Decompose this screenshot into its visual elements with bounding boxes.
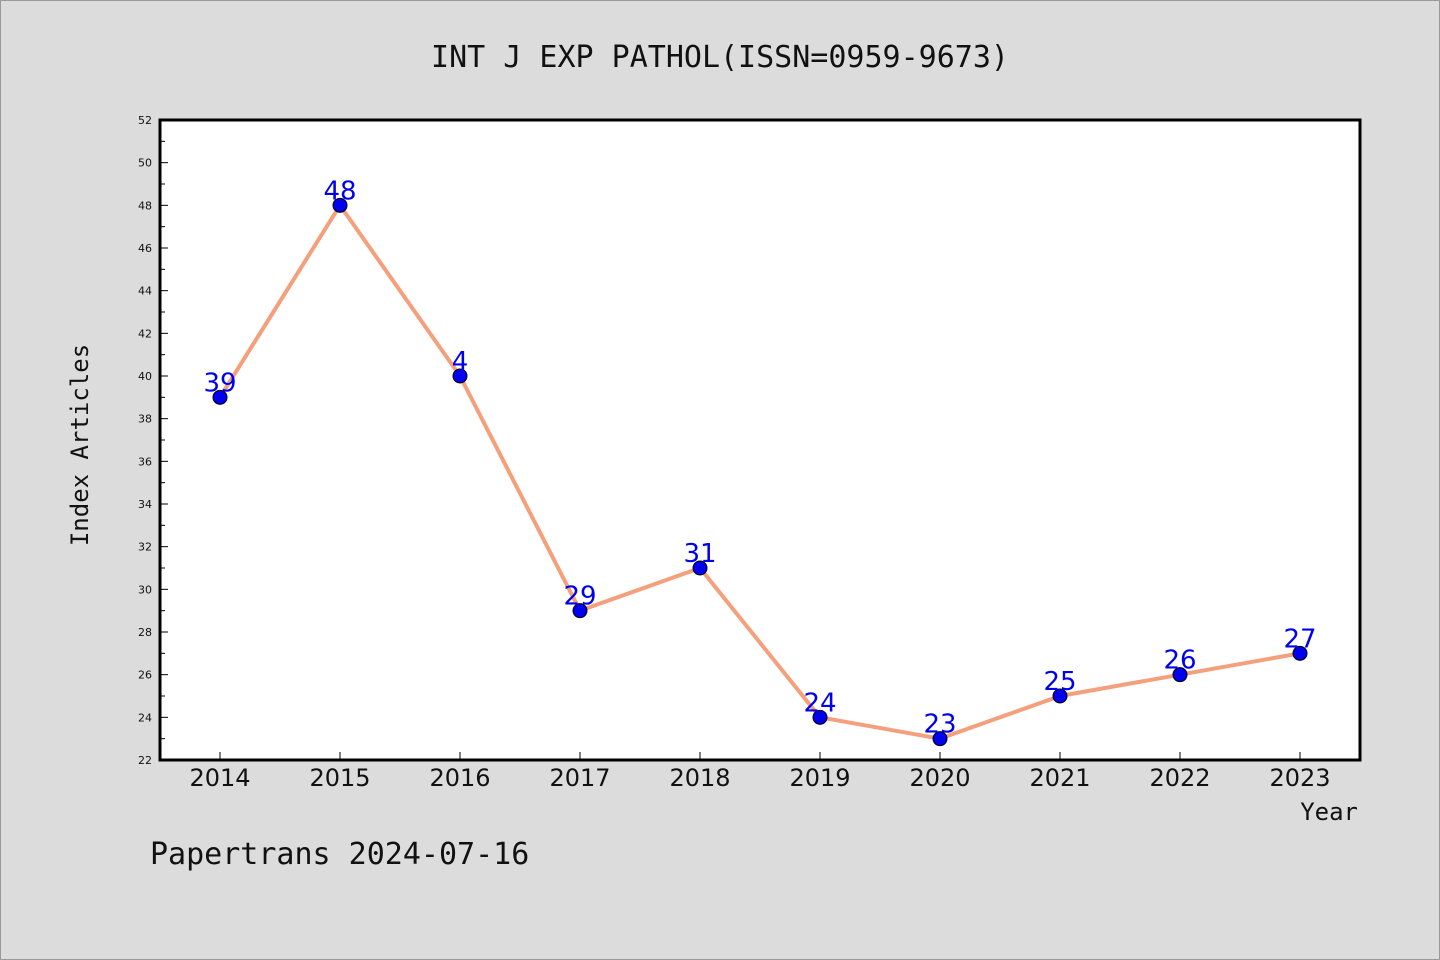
y-axis-label: Index Articles (66, 344, 94, 546)
y-tick-label: 38 (138, 413, 152, 426)
x-tick-label: 2014 (189, 764, 250, 792)
data-label: 31 (683, 539, 716, 569)
x-tick-label: 2020 (909, 764, 970, 792)
data-label: 39 (203, 368, 236, 398)
y-tick-label: 44 (138, 285, 152, 298)
x-tick-label: 2021 (1029, 764, 1090, 792)
chart-title: INT J EXP PATHOL(ISSN=0959-9673) (431, 40, 1009, 75)
data-label: 26 (1163, 646, 1196, 676)
y-tick-label: 28 (138, 626, 152, 639)
x-tick-label: 2016 (429, 764, 490, 792)
data-label: 29 (563, 582, 596, 612)
data-point (572, 603, 588, 619)
plot-area (160, 120, 1360, 760)
plot-border (158, 118, 1362, 762)
data-label: 25 (1043, 667, 1076, 697)
y-tick-label: 26 (138, 669, 152, 682)
data-point (332, 197, 348, 213)
data-point (452, 368, 468, 384)
footer-credit: Papertrans 2024-07-16 (150, 837, 529, 872)
data-label: 23 (923, 710, 956, 740)
y-tick-label: 34 (138, 498, 152, 511)
data-point (1052, 688, 1068, 704)
y-tick-label: 50 (138, 157, 152, 170)
x-tick-label: 2015 (309, 764, 370, 792)
y-tick-label: 22 (138, 754, 152, 767)
x-tick-label: 2019 (789, 764, 850, 792)
data-label: 48 (323, 176, 356, 206)
data-point (812, 709, 828, 725)
y-tick-label: 42 (138, 327, 152, 340)
y-tick-label: 46 (138, 242, 152, 255)
data-point (212, 389, 228, 405)
x-tick-label: 2022 (1149, 764, 1210, 792)
x-axis-label: Year (1300, 798, 1358, 826)
y-tick-label: 48 (138, 199, 152, 212)
y-tick-label: 24 (138, 711, 152, 724)
x-tick-label: 2018 (669, 764, 730, 792)
data-label: 24 (803, 688, 836, 718)
data-label: 27 (1283, 624, 1316, 654)
data-point (932, 731, 948, 747)
y-tick-label: 30 (138, 583, 152, 596)
y-tick-label: 36 (138, 455, 152, 468)
x-tick-label: 2023 (1269, 764, 1330, 792)
y-tick-label: 40 (138, 370, 152, 383)
data-label: 4 (452, 347, 469, 377)
data-point (692, 560, 708, 576)
x-tick-label: 2017 (549, 764, 610, 792)
y-tick-label: 32 (138, 541, 152, 554)
data-point (1292, 645, 1308, 661)
y-tick-label: 52 (138, 114, 152, 127)
data-point (1172, 667, 1188, 683)
x-axis-ticks: 2014 2015 2016 2017 2018 2019 2020 2021 2022 2023 (189, 752, 1331, 792)
series-group: 39 48 4 29 31 24 23 25 26 27 (203, 176, 1317, 747)
series-line (218, 203, 1302, 741)
